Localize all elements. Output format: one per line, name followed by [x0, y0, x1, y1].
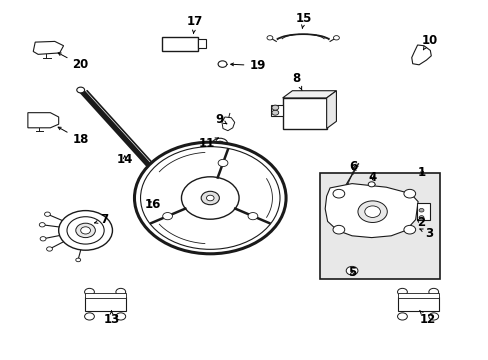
- Text: 2: 2: [416, 216, 424, 229]
- Circle shape: [357, 201, 386, 222]
- Polygon shape: [222, 117, 234, 131]
- Circle shape: [175, 196, 181, 200]
- Circle shape: [84, 313, 94, 320]
- Circle shape: [181, 177, 239, 219]
- FancyBboxPatch shape: [84, 297, 125, 311]
- Circle shape: [367, 182, 374, 187]
- Text: 18: 18: [58, 127, 88, 146]
- Circle shape: [364, 206, 380, 217]
- Circle shape: [201, 191, 219, 205]
- Circle shape: [247, 212, 257, 220]
- FancyBboxPatch shape: [320, 173, 439, 279]
- FancyBboxPatch shape: [162, 37, 197, 51]
- Polygon shape: [326, 91, 336, 129]
- FancyBboxPatch shape: [271, 105, 282, 116]
- FancyBboxPatch shape: [84, 293, 125, 298]
- Circle shape: [216, 141, 224, 147]
- Circle shape: [84, 288, 94, 296]
- Circle shape: [67, 217, 104, 244]
- Text: 6: 6: [348, 160, 356, 173]
- Circle shape: [116, 313, 125, 320]
- Circle shape: [138, 195, 150, 204]
- Polygon shape: [411, 45, 430, 65]
- FancyBboxPatch shape: [397, 297, 438, 311]
- Circle shape: [134, 142, 285, 254]
- Circle shape: [271, 110, 278, 115]
- Text: 12: 12: [419, 310, 435, 326]
- Circle shape: [140, 147, 280, 249]
- Circle shape: [266, 36, 272, 40]
- Text: 9: 9: [215, 113, 226, 126]
- Circle shape: [44, 212, 50, 216]
- Text: 3: 3: [419, 227, 433, 240]
- Circle shape: [81, 227, 90, 234]
- Text: 17: 17: [186, 15, 203, 33]
- Circle shape: [428, 313, 438, 320]
- Text: 14: 14: [117, 153, 133, 166]
- Circle shape: [212, 138, 227, 150]
- Circle shape: [332, 225, 344, 234]
- Text: 4: 4: [367, 171, 376, 184]
- Circle shape: [142, 198, 146, 202]
- Circle shape: [397, 313, 407, 320]
- FancyBboxPatch shape: [197, 39, 206, 48]
- Circle shape: [76, 223, 95, 238]
- Circle shape: [76, 258, 81, 262]
- Polygon shape: [28, 113, 59, 128]
- Text: 16: 16: [144, 198, 160, 211]
- Circle shape: [39, 222, 45, 227]
- FancyBboxPatch shape: [397, 293, 438, 298]
- Polygon shape: [325, 184, 417, 238]
- Circle shape: [397, 288, 407, 296]
- Polygon shape: [33, 41, 63, 54]
- Text: 1: 1: [417, 166, 426, 179]
- Circle shape: [346, 266, 357, 275]
- Text: 19: 19: [230, 59, 265, 72]
- Text: 13: 13: [103, 310, 120, 326]
- Circle shape: [46, 247, 52, 251]
- Circle shape: [333, 36, 339, 40]
- Text: 15: 15: [295, 12, 312, 28]
- Circle shape: [403, 225, 415, 234]
- Circle shape: [218, 61, 226, 67]
- Circle shape: [271, 105, 278, 110]
- Circle shape: [418, 208, 423, 212]
- Text: 20: 20: [58, 53, 88, 71]
- Text: 11: 11: [199, 137, 218, 150]
- Circle shape: [403, 189, 415, 198]
- Circle shape: [218, 159, 227, 167]
- Circle shape: [40, 237, 46, 241]
- Circle shape: [77, 87, 84, 93]
- Text: 8: 8: [292, 72, 302, 90]
- Circle shape: [332, 189, 344, 198]
- Text: 5: 5: [347, 266, 355, 279]
- Circle shape: [163, 212, 172, 220]
- Circle shape: [206, 195, 214, 201]
- Text: 7: 7: [95, 213, 108, 226]
- Circle shape: [418, 216, 423, 219]
- Text: 10: 10: [420, 34, 437, 50]
- Polygon shape: [282, 91, 336, 98]
- Circle shape: [59, 211, 112, 250]
- Circle shape: [116, 288, 125, 296]
- FancyBboxPatch shape: [282, 98, 326, 129]
- FancyBboxPatch shape: [416, 203, 429, 220]
- Circle shape: [428, 288, 438, 296]
